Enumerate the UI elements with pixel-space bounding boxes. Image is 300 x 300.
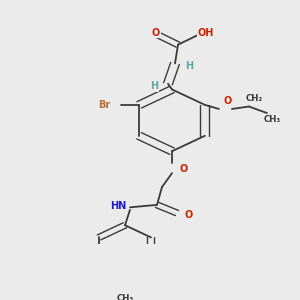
Text: CH₂: CH₂ (245, 94, 262, 103)
Text: O: O (185, 210, 193, 220)
Text: O: O (152, 28, 160, 38)
Text: CH₃: CH₃ (263, 115, 280, 124)
Text: O: O (180, 164, 188, 174)
Text: HN: HN (110, 201, 126, 211)
Text: H: H (150, 81, 158, 91)
Text: Br: Br (98, 100, 110, 110)
Text: H: H (185, 61, 193, 71)
Text: O: O (224, 96, 232, 106)
Text: OH: OH (198, 28, 214, 38)
Text: CH₃: CH₃ (116, 294, 134, 300)
